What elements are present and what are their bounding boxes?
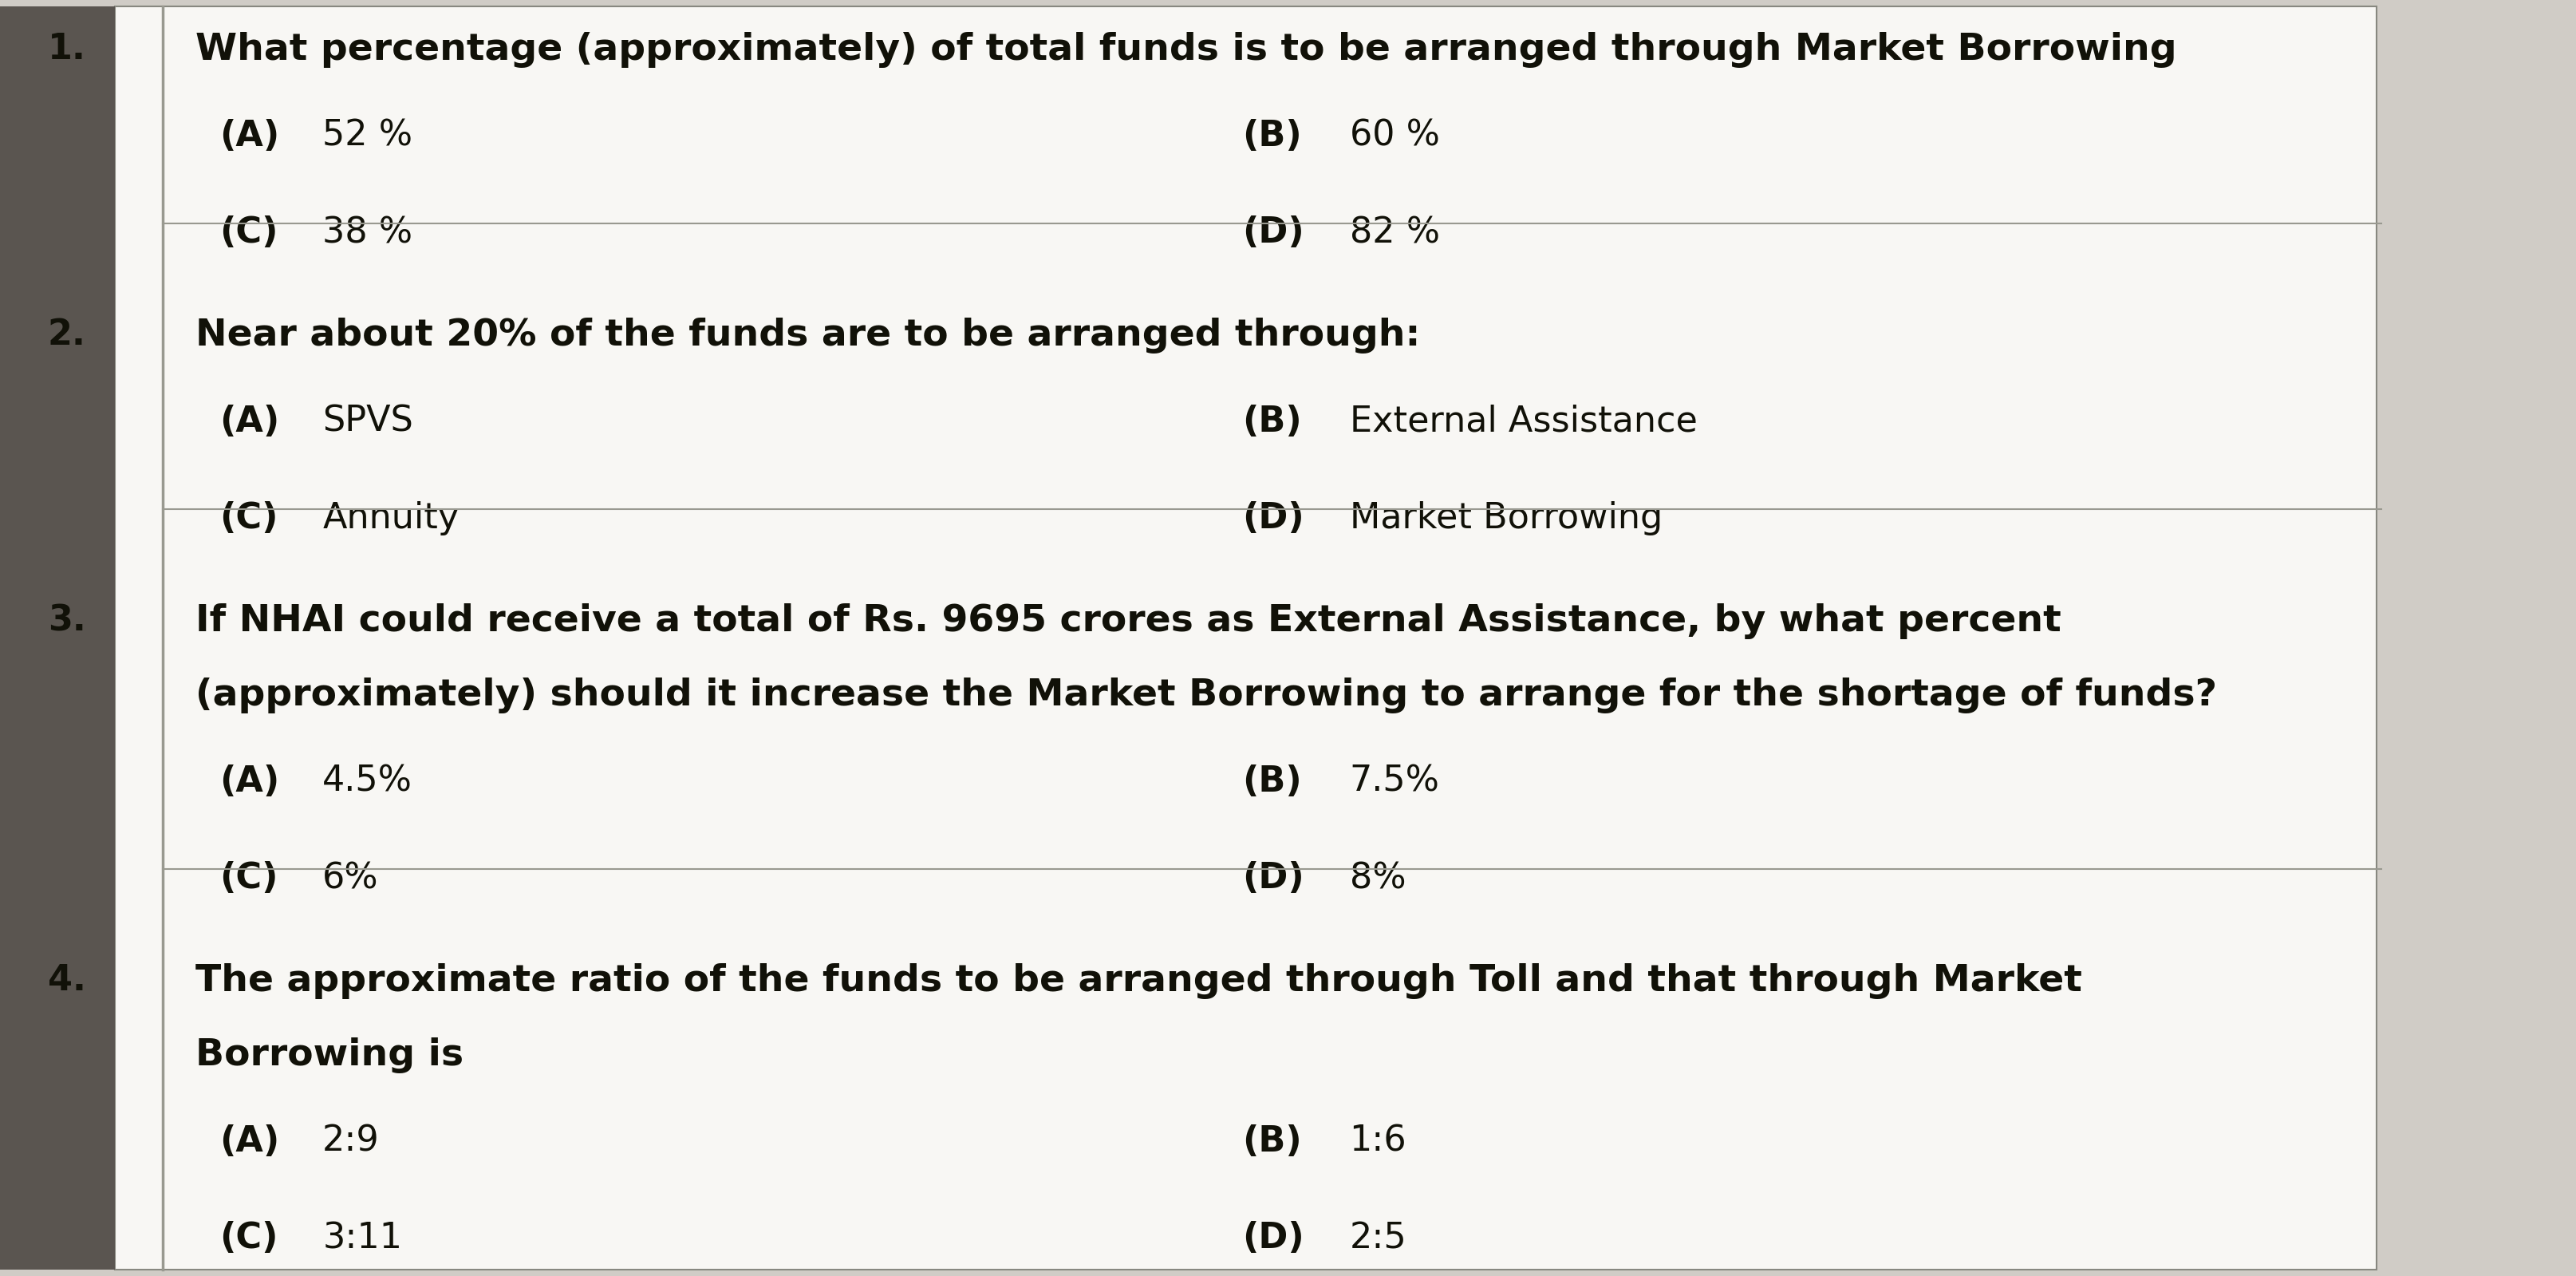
Text: Near about 20% of the funds are to be arranged through:: Near about 20% of the funds are to be ar…: [196, 318, 1419, 353]
Text: 38 %: 38 %: [322, 216, 412, 250]
Text: 2:5: 2:5: [1350, 1221, 1406, 1256]
Text: (B): (B): [1242, 119, 1301, 153]
Text: 8%: 8%: [1350, 861, 1406, 896]
Text: What percentage (approximately) of total funds is to be arranged through Market : What percentage (approximately) of total…: [196, 32, 2177, 68]
Text: (D): (D): [1242, 501, 1303, 536]
Text: 1:6: 1:6: [1350, 1124, 1406, 1159]
Text: 3:11: 3:11: [322, 1221, 402, 1256]
Text: (D): (D): [1242, 861, 1303, 896]
FancyBboxPatch shape: [113, 6, 2375, 1270]
Text: (D): (D): [1242, 216, 1303, 250]
Text: If NHAI could receive a total of Rs. 9695 crores as External Assistance, by what: If NHAI could receive a total of Rs. 969…: [196, 604, 2061, 639]
Text: Borrowing is: Borrowing is: [196, 1037, 464, 1073]
FancyBboxPatch shape: [0, 6, 113, 1270]
Text: (C): (C): [219, 1221, 278, 1256]
Text: 52 %: 52 %: [322, 119, 412, 153]
Text: 2:9: 2:9: [322, 1124, 379, 1159]
Text: (B): (B): [1242, 764, 1301, 799]
Text: SPVS: SPVS: [322, 404, 412, 439]
Text: 6%: 6%: [322, 861, 379, 896]
Text: Annuity: Annuity: [322, 501, 459, 536]
Text: 4.: 4.: [49, 963, 85, 998]
Text: Market Borrowing: Market Borrowing: [1350, 501, 1662, 536]
Text: 2.: 2.: [49, 318, 85, 352]
Text: (B): (B): [1242, 404, 1301, 439]
Text: 4.5%: 4.5%: [322, 764, 412, 799]
Text: (A): (A): [219, 119, 281, 153]
Text: 7.5%: 7.5%: [1350, 764, 1440, 799]
Text: (D): (D): [1242, 1221, 1303, 1256]
Text: External Assistance: External Assistance: [1350, 404, 1698, 439]
Text: (C): (C): [219, 861, 278, 896]
Text: (C): (C): [219, 216, 278, 250]
Text: (A): (A): [219, 764, 281, 799]
Text: (A): (A): [219, 404, 281, 439]
Text: 60 %: 60 %: [1350, 119, 1440, 153]
Text: 3.: 3.: [49, 604, 85, 638]
Text: (B): (B): [1242, 1124, 1301, 1159]
Text: 1.: 1.: [49, 32, 85, 66]
Text: 82 %: 82 %: [1350, 216, 1440, 250]
Text: (A): (A): [219, 1124, 281, 1159]
Text: (approximately) should it increase the Market Borrowing to arrange for the short: (approximately) should it increase the M…: [196, 678, 2218, 713]
Text: The approximate ratio of the funds to be arranged through Toll and that through : The approximate ratio of the funds to be…: [196, 963, 2081, 999]
Text: (C): (C): [219, 501, 278, 536]
